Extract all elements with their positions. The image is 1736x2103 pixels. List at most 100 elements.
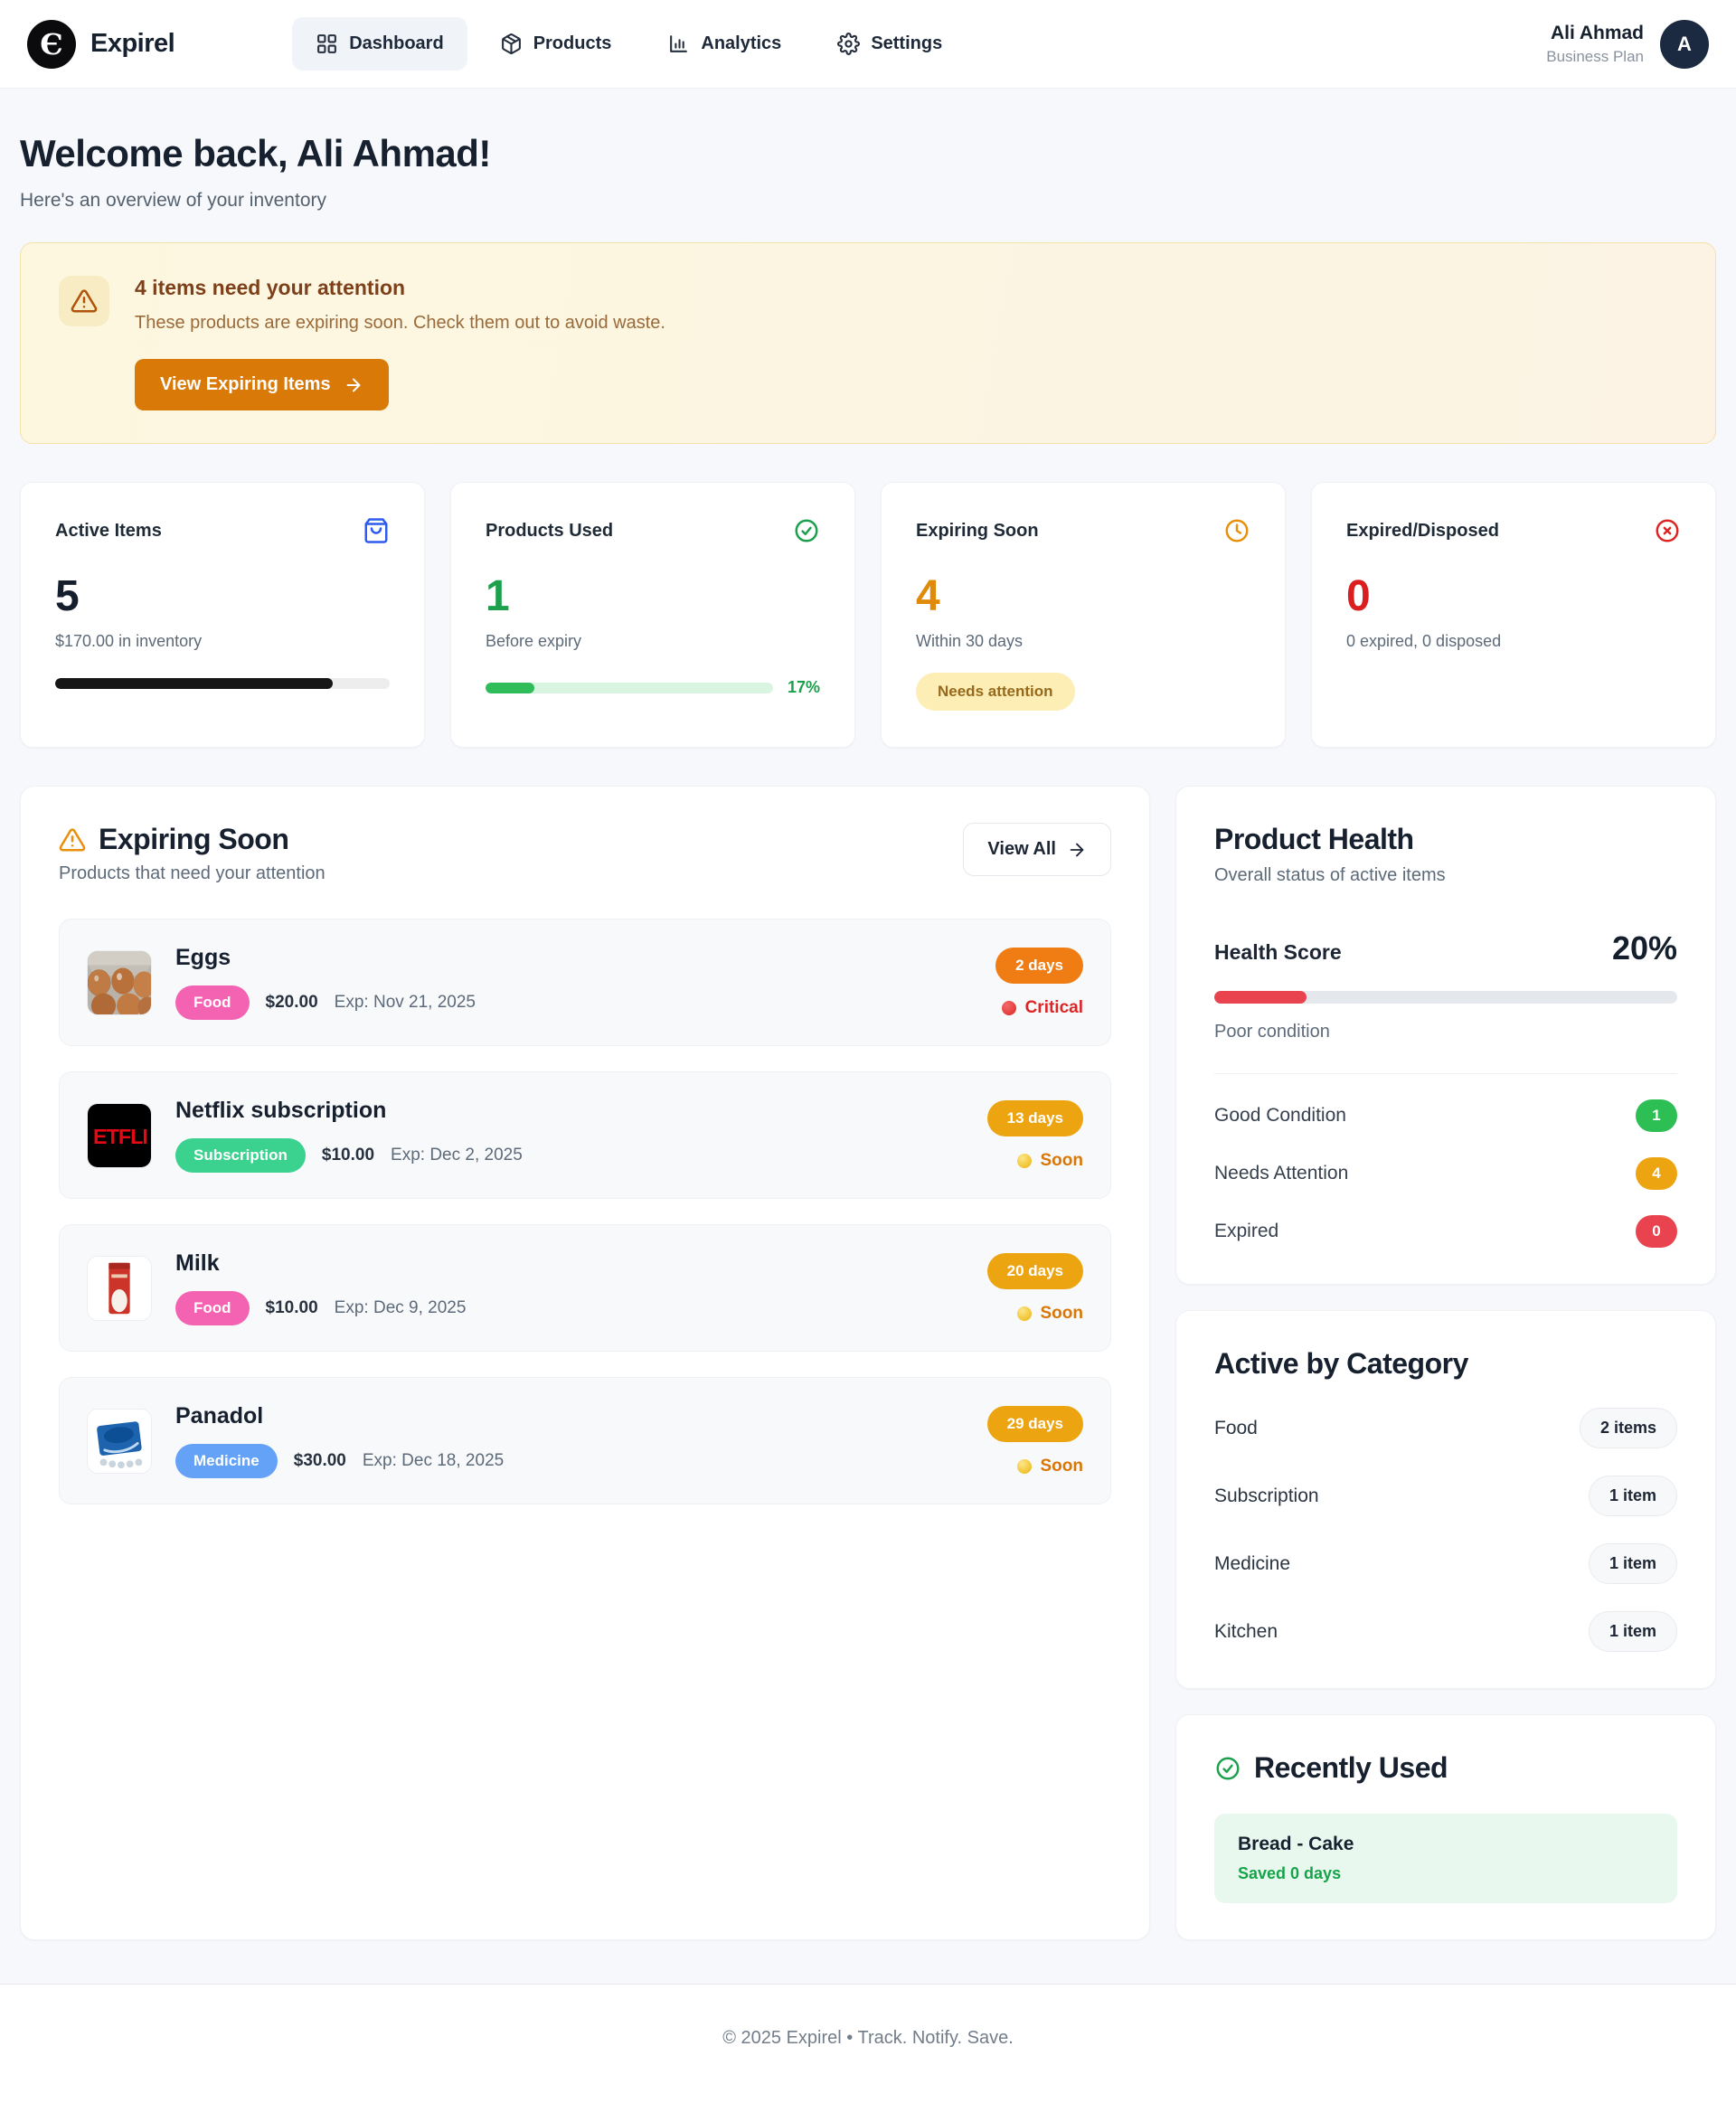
category-pill: Medicine [175, 1444, 278, 1478]
health-score-value: 20% [1611, 929, 1677, 967]
needs-attention-badge: Needs attention [916, 673, 1075, 711]
status-label: Critical [1024, 997, 1083, 1017]
bar-chart-icon [670, 35, 688, 52]
days-left-pill: 29 days [986, 1405, 1083, 1442]
item-name: Bread - Cake [1238, 1834, 1354, 1854]
view-all-button[interactable]: View All [963, 823, 1111, 876]
category-row-kitchen: Kitchen 1 item [1214, 1611, 1677, 1652]
item-name: Panadol [175, 1403, 264, 1429]
health-row-attention: Needs Attention 4 [1214, 1157, 1677, 1190]
item-expiry: Exp: Nov 21, 2025 [334, 993, 476, 1012]
item-price: $30.00 [293, 1451, 346, 1470]
days-left-pill: 20 days [986, 1252, 1083, 1289]
item-name: Milk [175, 1250, 220, 1276]
health-row-expired: Expired 0 [1214, 1215, 1677, 1248]
count-pill: 1 item [1588, 1543, 1677, 1584]
page-subtitle: Here's an overview of your inventory [20, 190, 326, 211]
nav-label: Products [533, 33, 612, 53]
item-name: Netflix subscription [175, 1098, 387, 1123]
count-pill: 2 items [1579, 1408, 1677, 1448]
item-status-block: 20 days Soon [986, 1252, 1084, 1324]
expiring-items-list: Eggs Food $20.00 Exp: Nov 21, 2025 2 day… [59, 919, 1111, 1504]
item-status-block: 29 days Soon [986, 1405, 1084, 1476]
nav-item-settings[interactable]: Settings [814, 17, 966, 71]
user-area: Ali Ahmad Business Plan A [1546, 19, 1709, 69]
category-row-medicine: Medicine 1 item [1214, 1543, 1677, 1584]
item-expiry: Exp: Dec 2, 2025 [391, 1146, 523, 1165]
count-badge: 4 [1636, 1157, 1677, 1190]
used-progress-bar: 17% [486, 678, 820, 697]
count-pill: 1 item [1588, 1611, 1677, 1652]
status-label: Soon [1040, 1150, 1084, 1170]
expiring-item-netflix[interactable]: ETFLI Netflix subscription Subscription … [59, 1071, 1111, 1199]
row-label: Good Condition [1214, 1105, 1346, 1126]
shopping-bag-icon [364, 518, 388, 543]
nav-label: Analytics [701, 33, 782, 53]
row-label: Food [1214, 1417, 1258, 1438]
stat-card-active-items: Active Items 5 $170.00 in inventory [20, 482, 425, 748]
user-name: Ali Ahmad [1550, 22, 1644, 43]
item-expiry: Exp: Dec 9, 2025 [334, 1298, 467, 1317]
item-price: $20.00 [265, 993, 318, 1012]
check-circle-icon [795, 519, 818, 542]
item-info: Eggs Food $20.00 Exp: Nov 21, 2025 [175, 945, 476, 1020]
banner-title: 4 items need your attention [135, 276, 406, 299]
footer-text: © 2025 Expirel • Track. Notify. Save. [722, 2028, 1014, 2048]
avatar[interactable]: A [1660, 19, 1709, 69]
expiring-item-panadol[interactable]: Panadol Medicine $30.00 Exp: Dec 18, 202… [59, 1377, 1111, 1504]
health-condition-label: Poor condition [1214, 1022, 1330, 1042]
health-row-good: Good Condition 1 [1214, 1099, 1677, 1132]
item-info: Milk Food $10.00 Exp: Dec 9, 2025 [175, 1250, 466, 1325]
stat-card-products-used: Products Used 1 Before expiry 17% [450, 482, 855, 748]
nav-item-analytics[interactable]: Analytics [644, 17, 805, 71]
panadol-thumbnail [87, 1408, 152, 1474]
status-label: Soon [1040, 1303, 1084, 1323]
recently-used-card: Recently Used Bread - Cake Saved 0 days [1175, 1714, 1716, 1940]
dashboard-page: Welcome back, Ali Ahmad! Here's an overv… [0, 89, 1736, 1940]
used-progress-label: 17% [787, 678, 820, 696]
status-label: Soon [1040, 1456, 1084, 1476]
arrow-right-icon [346, 378, 361, 391]
inventory-progress-bar [55, 678, 390, 689]
expiring-item-milk[interactable]: Milk Food $10.00 Exp: Dec 9, 2025 20 day… [59, 1224, 1111, 1352]
item-price: $10.00 [321, 1146, 375, 1165]
soon-dot-icon [1016, 1153, 1032, 1168]
row-label: Subscription [1214, 1485, 1319, 1506]
clock-icon [1225, 519, 1249, 542]
nav-label: Dashboard [349, 33, 444, 53]
stat-label: Expired/Disposed [1346, 520, 1499, 541]
count-badge: 0 [1636, 1215, 1677, 1248]
button-label: View Expiring Items [160, 374, 331, 394]
section-title: Expiring Soon [99, 823, 289, 855]
expirel-logo-icon: Є [27, 19, 76, 69]
milk-thumbnail [87, 1255, 152, 1321]
row-label: Needs Attention [1214, 1163, 1349, 1184]
nav-item-products[interactable]: Products [476, 17, 636, 71]
soon-dot-icon [1016, 1306, 1032, 1321]
stat-value: 1 [486, 572, 510, 620]
row-label: Medicine [1214, 1552, 1291, 1574]
card-title: Recently Used [1254, 1751, 1448, 1784]
eggs-thumbnail [87, 949, 152, 1015]
stat-sub: Within 30 days [916, 632, 1024, 650]
item-info: Panadol Medicine $30.00 Exp: Dec 18, 202… [175, 1403, 504, 1478]
expiring-item-eggs[interactable]: Eggs Food $20.00 Exp: Nov 21, 2025 2 day… [59, 919, 1111, 1046]
expiring-soon-panel: Expiring Soon Products that need your at… [20, 786, 1150, 1940]
active-by-category-card: Active by Category Food 2 items Subscrip… [1175, 1310, 1716, 1689]
x-circle-icon [1656, 519, 1679, 542]
count-badge: 1 [1636, 1099, 1677, 1132]
row-label: Expired [1214, 1221, 1279, 1241]
health-score-bar [1214, 991, 1677, 1004]
warning-triangle-icon [59, 827, 86, 851]
stat-label: Products Used [486, 520, 614, 541]
expiring-heading: Expiring Soon Products that need your at… [59, 823, 326, 884]
view-expiring-items-button[interactable]: View Expiring Items [135, 359, 389, 410]
stat-sub: 0 expired, 0 disposed [1346, 632, 1502, 650]
warning-triangle-icon [59, 276, 109, 326]
card-title: Active by Category [1214, 1347, 1468, 1380]
stat-card-expired-disposed: Expired/Disposed 0 0 expired, 0 disposed [1311, 482, 1716, 748]
stat-cards-row: Active Items 5 $170.00 in inventory Prod… [20, 482, 1716, 748]
svg-text:ETFLI: ETFLI [93, 1124, 147, 1147]
nav-item-dashboard[interactable]: Dashboard [292, 17, 467, 71]
stat-label: Active Items [55, 520, 162, 541]
